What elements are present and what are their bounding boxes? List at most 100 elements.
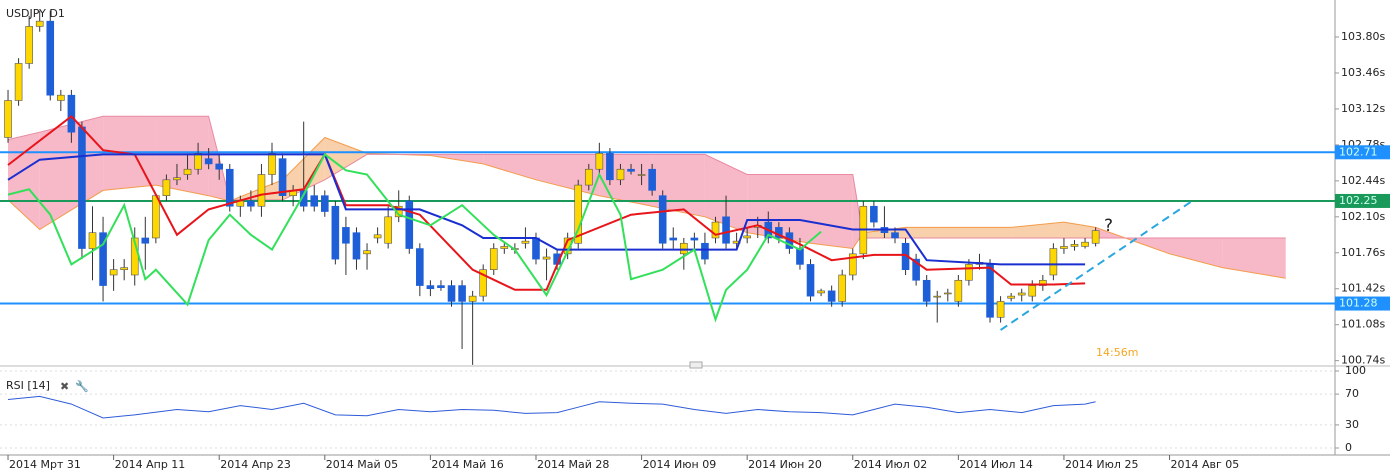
chart-title: USDJPY D1 — [6, 7, 65, 20]
candle-body — [1028, 285, 1037, 297]
candle-body — [299, 190, 308, 207]
candle-body — [194, 153, 202, 170]
candle-body — [532, 237, 540, 260]
candle-body — [1017, 292, 1026, 296]
candle-body — [99, 232, 107, 286]
candle-body — [658, 195, 667, 244]
candle-body — [215, 163, 224, 170]
x-tick-label: 2014 Май 05 — [326, 458, 398, 471]
y-tick-label: 103.12s — [1341, 102, 1385, 115]
y-tick-label: 0 — [1345, 441, 1352, 454]
candle-body — [943, 292, 952, 295]
candle-body — [321, 195, 329, 212]
candle-body — [46, 20, 55, 96]
level-box — [1335, 145, 1390, 160]
candle-body — [616, 168, 625, 181]
cloud-segment — [8, 132, 40, 230]
candle-body — [1007, 295, 1015, 299]
candle-body — [743, 235, 751, 239]
y-tick-label: 102.44s — [1341, 174, 1385, 187]
candle-body — [1049, 248, 1058, 276]
x-tick-label: 2014 Апр 11 — [115, 458, 186, 471]
candle-body — [1081, 241, 1089, 247]
cloud-segment — [810, 174, 853, 249]
cloud-segment — [483, 154, 536, 180]
x-tick-label: 2014 Май 16 — [431, 458, 503, 471]
candle-body — [922, 279, 931, 302]
level-label: 102.25 — [1339, 194, 1378, 207]
level-label: 102.71 — [1339, 145, 1378, 158]
candle-body — [595, 153, 604, 170]
x-tick-label: 2014 Июл 14 — [959, 458, 1033, 471]
candle-body — [965, 264, 973, 281]
candle-body — [342, 227, 350, 244]
candle-body — [373, 234, 382, 239]
candle-body — [88, 232, 97, 249]
settings-icon[interactable]: 🔧 — [75, 379, 89, 393]
candle-body — [173, 177, 181, 181]
x-tick-label: 2014 Мрт 31 — [9, 458, 81, 471]
candle-body — [996, 301, 1005, 318]
candle-body — [489, 248, 498, 270]
level-label: 101.28 — [1339, 297, 1378, 310]
candle-body — [268, 153, 276, 175]
x-tick-label: 2014 Июн 09 — [643, 458, 717, 471]
candle-body — [141, 237, 150, 244]
candle-body — [870, 205, 878, 223]
x-tick-label: 2014 Апр 23 — [220, 458, 291, 471]
candle-body — [574, 184, 583, 244]
plot: 103.80s103.46s103.12s102.78s102.44s102.1… — [0, 10, 1390, 471]
level-box — [1335, 193, 1390, 208]
candle-body — [848, 253, 857, 276]
indicator-line — [7, 114, 1086, 291]
candle-body — [1039, 279, 1047, 286]
candle-body — [817, 290, 825, 294]
cloud-segment — [747, 174, 811, 244]
x-tick-label: 2014 Июл 25 — [1065, 458, 1139, 471]
y-tick-label: 30 — [1345, 418, 1359, 431]
candle-body — [310, 195, 319, 207]
y-tick-label: 103.46s — [1341, 66, 1385, 79]
candle-body — [1060, 246, 1068, 249]
indicator-line — [7, 152, 822, 323]
candle-body — [109, 269, 118, 276]
cloud-segment — [536, 154, 600, 196]
candle-body — [67, 94, 76, 133]
candle-body — [278, 158, 287, 196]
candle-body — [78, 126, 86, 249]
candle-body — [891, 232, 899, 239]
candle-body — [331, 205, 340, 260]
candle-body — [690, 237, 699, 241]
rsi-line — [7, 395, 1096, 419]
candle-body — [680, 242, 688, 255]
candle-body — [701, 242, 709, 260]
candle-body — [57, 94, 65, 101]
senkou-a — [7, 136, 1286, 279]
candle-body — [627, 168, 635, 172]
indicator-line — [7, 153, 1086, 266]
close-icon[interactable]: ✖ — [60, 380, 69, 393]
candle-body — [468, 295, 477, 302]
candle-body — [183, 168, 192, 175]
x-tick-label: 2014 Авг 05 — [1171, 458, 1240, 471]
candle-body — [225, 168, 234, 207]
candle-body — [648, 168, 656, 191]
divider-handle — [689, 361, 703, 369]
annotation: ? — [1104, 216, 1113, 236]
candle-body — [384, 216, 392, 244]
senkou-b — [7, 115, 1286, 239]
candle-body — [796, 248, 804, 265]
candle-body — [1070, 244, 1079, 247]
candle-body — [584, 168, 593, 186]
cloud-segment — [704, 154, 748, 233]
y-tick-label: 102.10s — [1341, 210, 1385, 223]
candle-body — [838, 274, 847, 302]
candle-body — [447, 285, 456, 302]
y-tick-label: 103.80s — [1341, 30, 1385, 43]
candle-body — [257, 174, 266, 207]
cloud-segment — [1222, 238, 1286, 279]
y-tick-label: 100 — [1345, 364, 1366, 377]
cloud-segment — [958, 227, 1012, 238]
candle-body — [4, 100, 12, 138]
